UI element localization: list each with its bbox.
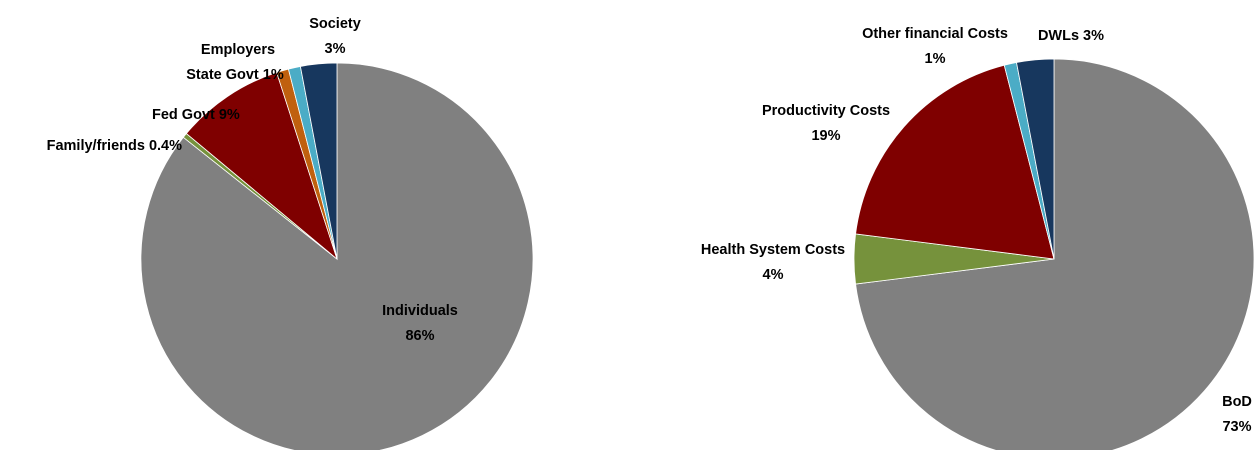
slice-label-productivity-costs: Productivity Costs 19% [762, 103, 890, 144]
pie-slice-society [299, 62, 338, 260]
slice-label-dwls: DWLs 3% [1038, 28, 1104, 44]
slice-label-employers: Employers [201, 42, 275, 58]
pie-slice-fed-govt [185, 72, 338, 261]
slice-label-individuals: Individuals 86% [382, 303, 458, 344]
slice-label-health-system-costs: Health System Costs 4% [701, 242, 845, 283]
slice-label-bod: BoD 73% [1222, 394, 1252, 435]
slice-label-state-govt: State Govt 1% [186, 67, 284, 83]
slice-label-fed-govt: Fed Govt 9% [152, 107, 240, 123]
pie-slice-productivity-costs [855, 64, 1055, 260]
pie-chart-payers: Individuals 86% Family/friends 0.4% Fed Gov… [47, 16, 534, 450]
pie-slice-dwls [1016, 58, 1055, 260]
pie-chart-cost-components: BoD 73% Health System Costs 4% Productivity … [701, 26, 1255, 450]
slice-label-family-friends: Family/friends 0.4% [47, 138, 182, 154]
pie-slice-individuals [140, 62, 534, 450]
slice-label-other-financial-costs: Other financial Costs 1% [862, 26, 1008, 67]
slice-label-society: Society 3% [309, 16, 361, 57]
pie-slice-bod [855, 58, 1255, 450]
